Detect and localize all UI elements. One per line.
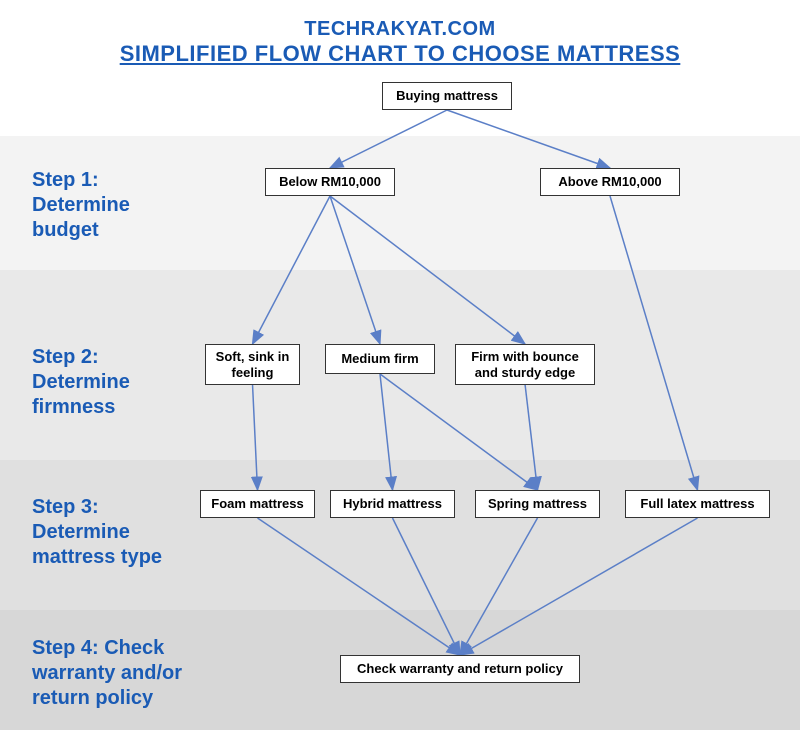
header: TECHRAKYAT.COM SIMPLIFIED FLOW CHART TO …	[0, 0, 800, 75]
node-firm: Firm with bounce and sturdy edge	[455, 344, 595, 385]
step-3-label: Step 3:Determine mattress type	[32, 495, 197, 570]
step-2-label: Step 2:Determine firmness	[32, 345, 197, 420]
node-latex: Full latex mattress	[625, 490, 770, 518]
node-hybrid: Hybrid mattress	[330, 490, 455, 518]
step-1-label: Step 1:Determine budget	[32, 168, 197, 243]
site-name: TECHRAKYAT.COM	[0, 18, 800, 41]
node-final: Check warranty and return policy	[340, 655, 580, 683]
node-spring: Spring mattress	[475, 490, 600, 518]
node-start: Buying mattress	[382, 82, 512, 110]
node-soft: Soft, sink in feeling	[205, 344, 300, 385]
node-foam: Foam mattress	[200, 490, 315, 518]
node-above: Above RM10,000	[540, 168, 680, 196]
chart-title: SIMPLIFIED FLOW CHART TO CHOOSE MATTRESS	[0, 41, 800, 67]
node-below: Below RM10,000	[265, 168, 395, 196]
node-medium: Medium firm	[325, 344, 435, 374]
step-4-label: Step 4: Check warranty and/or return pol…	[32, 636, 197, 711]
